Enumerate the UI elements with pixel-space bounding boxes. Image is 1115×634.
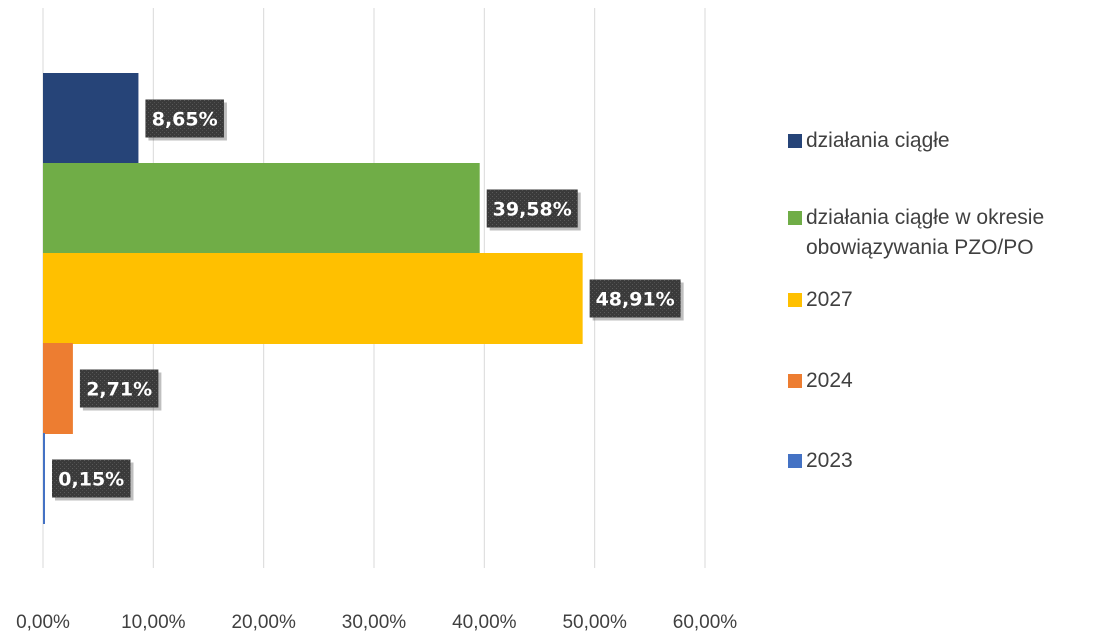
data-label-box bbox=[145, 99, 224, 138]
x-tick-label: 20,00% bbox=[231, 612, 296, 633]
legend-label: 2023 bbox=[806, 449, 853, 472]
x-axis-ticks: 0,00% 10,00% 20,00% 30,00% 40,00% 50,00% 60,00… bbox=[16, 612, 737, 633]
bar bbox=[43, 343, 73, 434]
bars bbox=[43, 73, 583, 524]
legend-swatch bbox=[788, 454, 802, 468]
x-tick-label: 30,00% bbox=[342, 612, 407, 633]
legend-item-2027: 2027 bbox=[788, 285, 1108, 315]
data-label-box bbox=[589, 279, 681, 318]
bar bbox=[43, 73, 139, 164]
x-tick-label: 50,00% bbox=[562, 612, 627, 633]
data-label: 8,65% bbox=[152, 109, 218, 131]
legend-swatch bbox=[788, 293, 802, 307]
data-label-box bbox=[486, 189, 578, 228]
bar bbox=[43, 163, 480, 254]
data-label-box bbox=[79, 369, 159, 408]
legend-label: działania ciągłe w okresie obowiązywania… bbox=[806, 206, 1045, 259]
legend-item-dzialania-ciagle: działania ciągłe bbox=[788, 126, 1108, 156]
legend-item-2024: 2024 bbox=[788, 366, 1108, 396]
legend-label: 2024 bbox=[806, 369, 853, 392]
data-label: 48,91% bbox=[596, 289, 675, 311]
legend-swatch bbox=[788, 374, 802, 388]
legend-item-dzialania-ciagle-pzo: działania ciągłe w okresie obowiązywania… bbox=[788, 203, 1108, 263]
legend-item-2023: 2023 bbox=[788, 446, 1108, 476]
x-tick-label: 10,00% bbox=[121, 612, 186, 633]
data-label-box bbox=[52, 459, 131, 498]
data-label: 0,15% bbox=[58, 469, 124, 491]
legend-label: 2027 bbox=[806, 288, 853, 311]
x-tick-label: 40,00% bbox=[452, 612, 517, 633]
data-label: 2,71% bbox=[86, 379, 152, 401]
data-label: 39,58% bbox=[493, 199, 572, 221]
bar-chart: 8,65% 39,58% 48,91% 2,71% 0,15% 0,00% 10,00% 2… bbox=[16, 8, 737, 633]
legend-swatch bbox=[788, 134, 802, 148]
legend-label: działania ciągłe bbox=[806, 129, 950, 152]
bar bbox=[43, 253, 583, 344]
x-tick-label: 0,00% bbox=[16, 612, 70, 633]
bar bbox=[43, 433, 45, 524]
data-labels: 8,65% 39,58% 48,91% 2,71% 0,15% bbox=[52, 99, 684, 501]
legend-swatch bbox=[788, 211, 802, 225]
x-tick-label: 60,00% bbox=[673, 612, 738, 633]
